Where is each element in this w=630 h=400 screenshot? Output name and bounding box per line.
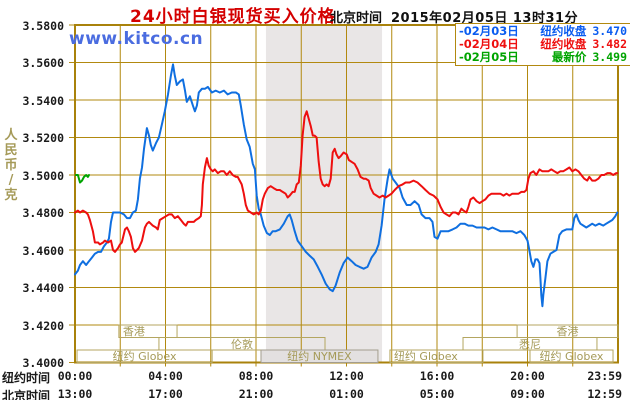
legend-box: -02月03日 纽约收盘 3.470 -02月04日 纽约收盘 3.482 -0… [455,23,630,66]
legend-value: 3.470 [592,24,627,38]
y-tick-label: 3.4600 [22,243,64,258]
bj-time-tick: 12:59 [587,387,622,400]
y-tick-label: 3.5600 [22,56,64,70]
bj-time-tick: 21:00 [238,387,274,400]
bj-time-row-label: 北京时间 [2,389,51,400]
session-box-香港 [118,324,178,338]
y-tick-label: 3.5000 [22,168,64,183]
y-axis-unit-label: 人民币 / 克 [3,128,19,203]
beijing-time-value: 2015年02月05日 13时31分 [391,11,579,26]
session-label: 纽约 NYMEX [287,350,352,363]
session-label: 纽约 Globex [539,350,604,363]
beijing-time-label: 北京时间 [330,11,383,26]
price-line-blue [74,63,619,308]
kitco-watermark: www.kitco.cn [69,29,204,49]
session-label: 伦敦 [230,337,253,351]
bj-time-tick: 09:00 [510,387,545,400]
y-tick-label: 3.5800 [22,18,64,33]
ny-time-tick: 23:59 [587,369,622,383]
y-unit-char: 人 [4,128,18,143]
ny-time-tick: 16:00 [419,369,455,383]
price-line-green [74,174,90,184]
legend-row-feb03: -02月03日 纽约收盘 3.470 [459,25,627,38]
session-box-伦敦 [158,337,326,351]
ny-time-tick: 08:00 [238,369,274,383]
session-label: 纽约 Globex [393,350,458,363]
y-tick-label: 3.4200 [22,318,64,333]
y-unit-char: 币 [4,158,18,173]
y-tick-label: 3.4000 [22,356,64,370]
ny-time-tick: 04:00 [148,369,183,383]
y-tick-label: 3.5200 [22,131,64,145]
bj-time-tick: 13:00 [57,387,93,400]
y-unit-char: 民 [4,143,18,158]
y-unit-char: / [8,173,14,188]
bj-time-tick: 01:00 [329,387,364,400]
ny-time-tick: 12:00 [329,369,364,383]
nymex-session-band [265,25,383,363]
legend-date: -02月04日 [459,37,519,51]
legend-series-name: 纽约收盘 [540,24,587,38]
session-label: 悉尼 [518,337,541,351]
y-unit-char: 克 [4,188,18,203]
legend-value: 3.499 [592,50,627,64]
session-box-纽约-Globex [76,349,213,363]
session-label: 香港 [556,325,579,338]
legend-series-name: 纽约收盘 [540,37,587,51]
session-label: 香港 [122,325,145,338]
bj-time-tick: 05:00 [419,387,455,400]
legend-value: 3.482 [592,37,627,51]
legend-row-feb04: -02月04日 纽约收盘 3.482 [459,38,627,51]
y-tick-label: 3.4800 [22,206,64,220]
legend-row-feb05: -02月05日 最新价 3.499 [459,51,627,64]
y-tick-label: 3.4400 [22,281,64,295]
session-box-纽约-Globex [529,349,614,363]
ny-time-tick: 00:00 [57,369,93,383]
legend-date: -02月03日 [459,24,519,38]
y-tick-label: 3.5400 [22,93,64,108]
session-box-纽约-Globex [389,349,484,363]
bj-time-tick: 17:00 [148,387,183,400]
price-line-red [74,110,619,253]
session-label: 纽约 Globex [112,350,177,363]
ny-time-tick: 20:00 [510,369,545,383]
ny-time-row-label: 纽约时间 [2,371,51,385]
page-title: 24小时白银现货买入价格 [130,7,336,27]
legend-series-name: 最新价 [551,50,587,64]
legend-date: -02月05日 [459,50,519,64]
session-box-纽约-NYMEX [260,349,379,363]
